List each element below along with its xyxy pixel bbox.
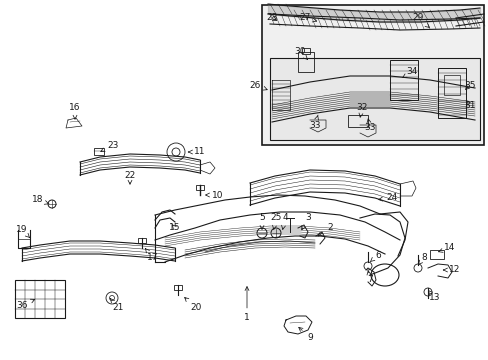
Text: 5: 5 bbox=[259, 213, 264, 229]
Text: 7: 7 bbox=[366, 271, 372, 284]
Text: 14: 14 bbox=[438, 243, 455, 252]
Text: 10: 10 bbox=[205, 190, 224, 199]
Text: 3: 3 bbox=[301, 213, 310, 230]
Text: 2: 2 bbox=[317, 224, 332, 236]
Text: 30: 30 bbox=[294, 48, 307, 59]
Text: 36: 36 bbox=[16, 299, 35, 310]
Text: 25: 25 bbox=[270, 213, 281, 229]
Text: 21: 21 bbox=[110, 298, 123, 312]
Text: 28: 28 bbox=[266, 13, 277, 22]
Text: 18: 18 bbox=[32, 195, 49, 204]
Bar bbox=[138, 238, 146, 243]
Text: 22: 22 bbox=[124, 171, 135, 184]
Text: 20: 20 bbox=[184, 297, 201, 312]
Bar bbox=[262, 5, 483, 145]
Bar bbox=[15, 280, 65, 318]
Text: 23: 23 bbox=[101, 140, 119, 152]
Text: 34: 34 bbox=[402, 68, 417, 77]
Text: 4: 4 bbox=[281, 213, 287, 229]
Text: 19: 19 bbox=[16, 225, 29, 238]
Text: 29: 29 bbox=[411, 13, 428, 27]
Text: 17: 17 bbox=[145, 248, 159, 262]
Text: 16: 16 bbox=[69, 104, 81, 119]
Bar bbox=[174, 285, 182, 290]
Text: 11: 11 bbox=[188, 148, 205, 157]
Bar bbox=[347, 115, 367, 127]
Bar bbox=[443, 75, 459, 95]
Bar bbox=[297, 52, 313, 72]
Text: 33: 33 bbox=[308, 115, 320, 130]
Text: 9: 9 bbox=[298, 327, 312, 342]
Text: 27: 27 bbox=[299, 13, 316, 22]
Text: 32: 32 bbox=[356, 104, 367, 117]
Text: 1: 1 bbox=[244, 287, 249, 323]
Bar bbox=[196, 185, 203, 190]
Text: 33: 33 bbox=[364, 119, 375, 132]
Text: 31: 31 bbox=[463, 100, 475, 109]
Text: 24: 24 bbox=[378, 194, 397, 202]
Bar bbox=[429, 250, 443, 259]
Bar bbox=[437, 68, 465, 118]
Text: 6: 6 bbox=[369, 251, 380, 262]
Bar bbox=[94, 148, 104, 155]
Text: 35: 35 bbox=[463, 81, 475, 90]
Text: 13: 13 bbox=[427, 291, 440, 302]
Bar bbox=[389, 60, 417, 100]
Text: 8: 8 bbox=[417, 253, 426, 265]
Bar bbox=[269, 58, 479, 140]
Text: 15: 15 bbox=[169, 224, 181, 233]
Text: 26: 26 bbox=[249, 81, 266, 90]
Bar bbox=[302, 48, 309, 54]
Text: 12: 12 bbox=[443, 266, 460, 274]
